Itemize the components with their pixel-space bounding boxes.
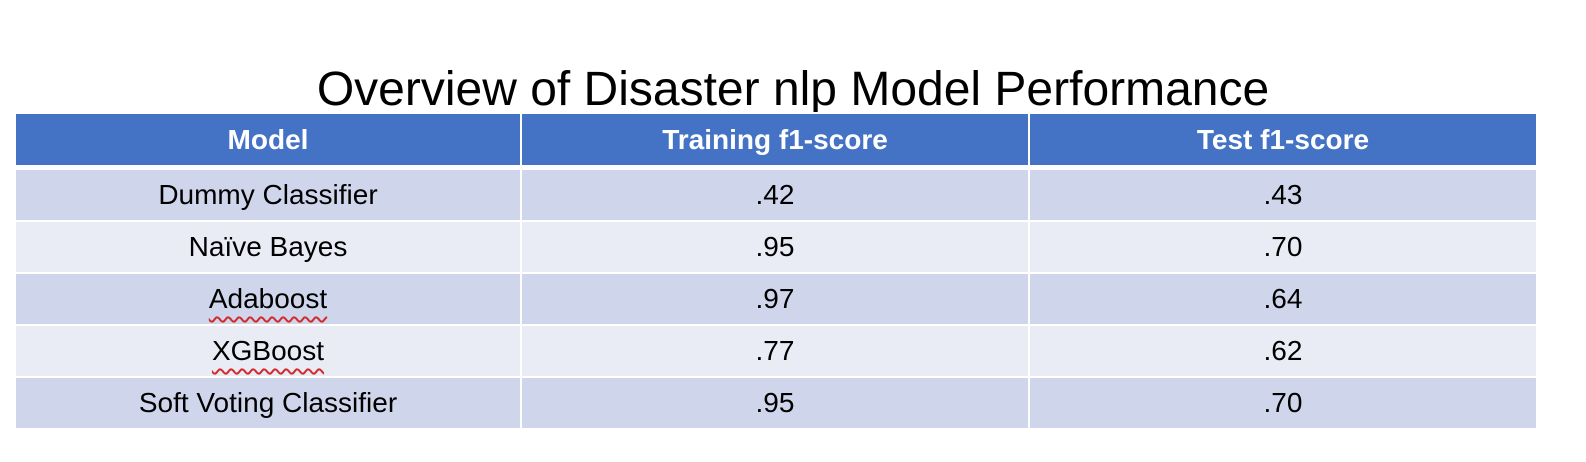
table-row: Adaboost .97.64 [14, 272, 1538, 326]
model-name: XGBoost [211, 335, 325, 366]
title-text-start: Overview of Disaster [316, 63, 773, 117]
cell-test-f1: .43 [1028, 166, 1538, 222]
header-test-f1: Test f1-score [1028, 112, 1538, 170]
model-name: Soft Voting Classifier [138, 387, 398, 418]
model-name: Naïve Bayes [188, 231, 348, 262]
cell-model: Naïve Bayes [14, 220, 522, 274]
cell-training-f1: .77 [520, 324, 1030, 378]
cell-test-f1: .70 [1028, 220, 1538, 274]
cell-training-f1: .97 [520, 272, 1030, 326]
slide-title: Overview of Disaster nlp Model Performan… [0, 58, 1586, 122]
header-training-f1: Training f1-score [520, 112, 1030, 170]
model-name: Adaboost [208, 283, 328, 314]
cell-test-f1: .62 [1028, 324, 1538, 378]
model-performance-table: Model Training f1-score Test f1-score Du… [14, 112, 1538, 430]
cell-training-f1: .42 [520, 166, 1030, 222]
title-text-end: Model Performance [837, 63, 1270, 117]
model-name: Dummy Classifier [158, 179, 378, 210]
cell-model: Adaboost [14, 272, 522, 326]
header-row: Model Training f1-score Test f1-score [14, 112, 1538, 170]
cell-model: Soft Voting Classifier [14, 376, 522, 430]
title-spellcheck-word: nlp [772, 63, 837, 117]
table-row: Soft Voting Classifier .95.70 [14, 376, 1538, 430]
cell-training-f1: .95 [520, 220, 1030, 274]
table-row: Naïve Bayes .95.70 [14, 220, 1538, 274]
cell-test-f1: .64 [1028, 272, 1538, 326]
cell-training-f1: .95 [520, 376, 1030, 430]
table-row: XGBoost .77.62 [14, 324, 1538, 378]
table-body: Dummy Classifier .42.43 Naïve Bayes .95.70 A… [14, 166, 1538, 430]
table-row: Dummy Classifier .42.43 [14, 166, 1538, 222]
table-header: Model Training f1-score Test f1-score [14, 112, 1538, 170]
cell-model: XGBoost [14, 324, 522, 378]
cell-model: Dummy Classifier [14, 166, 522, 222]
cell-test-f1: .70 [1028, 376, 1538, 430]
header-model: Model [14, 112, 522, 170]
